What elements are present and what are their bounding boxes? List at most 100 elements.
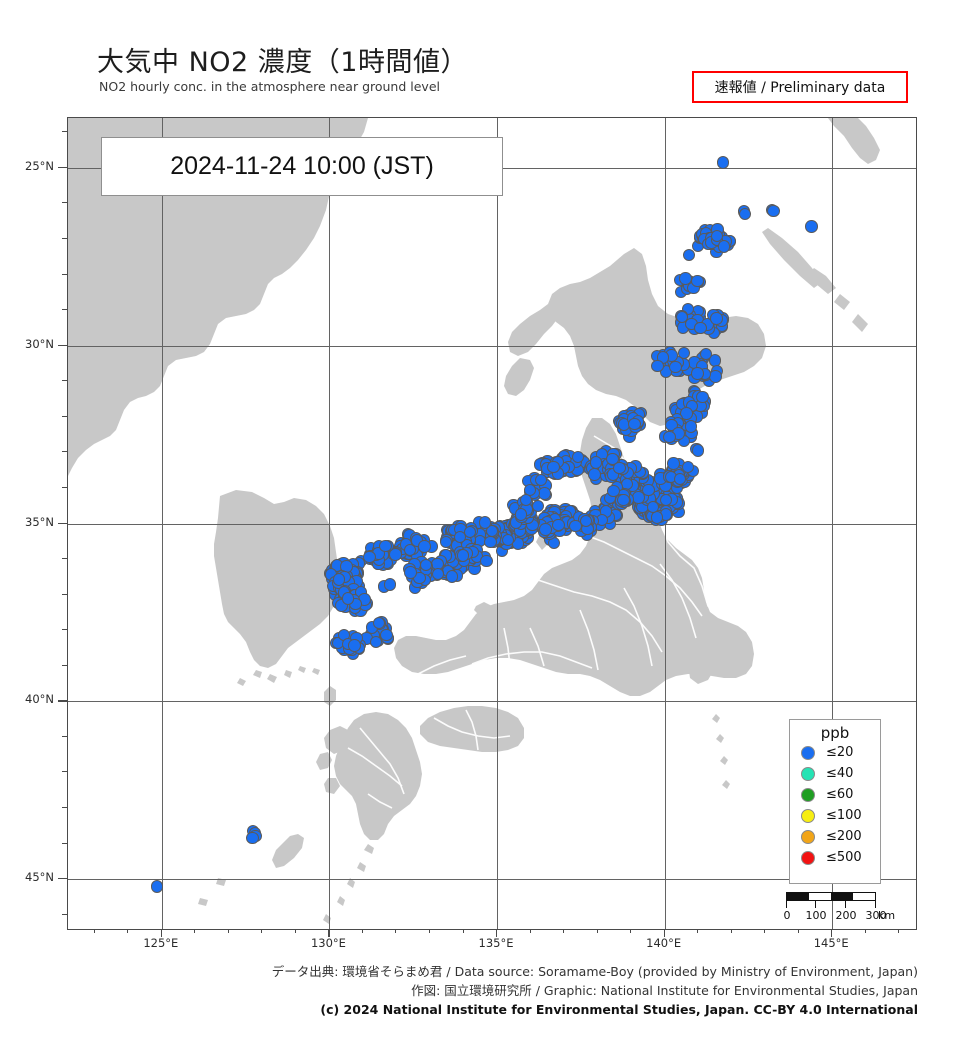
data-point <box>456 549 470 562</box>
sakishima-islands-shape <box>198 878 226 906</box>
honshu-shape <box>394 418 754 696</box>
y-tick-minor <box>62 273 67 275</box>
y-tick-minor <box>62 842 67 844</box>
data-point <box>501 533 514 546</box>
legend-item[interactable]: ≤100 <box>790 805 880 826</box>
y-tick-minor <box>62 913 67 915</box>
data-point <box>552 519 565 532</box>
x-tick-major <box>663 928 665 937</box>
data-point <box>805 220 818 233</box>
scale-label-200: 200 <box>835 909 857 922</box>
scale-label-100: 100 <box>805 909 827 922</box>
data-point <box>718 240 731 253</box>
x-tick-minor <box>428 928 430 933</box>
x-tick-minor <box>261 928 263 933</box>
ryukyu-chain-shape <box>323 844 374 924</box>
y-axis-label: 45°N <box>25 870 54 885</box>
legend-box: ppb ≤20 ≤40 ≤60 ≤100 ≤200 ≤500 <box>789 719 881 884</box>
legend-rows: ≤20 ≤40 ≤60 ≤100 ≤200 ≤500 <box>790 742 880 868</box>
data-point <box>404 566 417 579</box>
korea-islands-shape <box>237 666 320 686</box>
legend-item[interactable]: ≤20 <box>790 742 880 763</box>
scale-bar: 0 100 200 300 km <box>784 892 906 923</box>
y-axis-label: 35°N <box>25 514 54 529</box>
data-point <box>709 370 722 383</box>
x-tick-major <box>831 928 833 937</box>
izu-bonin-islands-shape <box>712 714 730 789</box>
data-point <box>589 456 602 469</box>
x-tick-minor <box>764 928 766 933</box>
y-axis-label: 30°N <box>25 336 54 351</box>
y-tick-major <box>58 700 67 702</box>
y-tick-minor <box>62 593 67 595</box>
asia-mainland-shape <box>68 118 368 476</box>
y-axis-label: 40°N <box>25 692 54 707</box>
data-point <box>588 468 601 481</box>
scale-seg-1 <box>787 893 809 900</box>
data-point <box>632 491 645 504</box>
data-point <box>691 367 704 380</box>
x-tick-minor <box>898 928 900 933</box>
legend-swatch-icon <box>801 808 815 823</box>
data-point <box>445 570 459 583</box>
y-tick-major <box>58 166 67 168</box>
data-point <box>418 540 431 553</box>
x-tick-minor <box>630 928 632 933</box>
timestamp-box: 2024-11-24 10:00 (JST) <box>101 137 503 196</box>
map-geometry <box>68 118 880 924</box>
y-tick-minor <box>62 807 67 809</box>
data-point <box>684 420 698 433</box>
data-point <box>332 573 346 586</box>
x-axis-label: 130°E <box>310 936 346 950</box>
legend-swatch-icon <box>801 829 815 844</box>
data-point <box>439 535 452 549</box>
legend-item[interactable]: ≤40 <box>790 763 880 784</box>
y-tick-minor <box>62 664 67 666</box>
y-tick-minor <box>62 771 67 773</box>
y-tick-minor <box>62 451 67 453</box>
page-subtitle: NO2 hourly conc. in the atmosphere near … <box>99 79 440 94</box>
data-point <box>539 523 552 536</box>
scale-bar-ticks <box>786 901 876 908</box>
y-tick-minor <box>62 735 67 737</box>
x-tick-minor <box>194 928 196 933</box>
boso-peninsula-shape <box>688 648 714 684</box>
data-point <box>767 204 780 218</box>
legend-swatch-icon <box>801 745 815 760</box>
legend-item[interactable]: ≤60 <box>790 784 880 805</box>
data-point <box>150 880 163 893</box>
page-title: 大気中 NO2 濃度（1時間値） <box>97 47 468 78</box>
data-point <box>419 558 432 572</box>
data-point <box>617 493 630 506</box>
data-point <box>710 312 723 325</box>
y-tick-minor <box>62 558 67 560</box>
x-tick-minor <box>529 928 531 933</box>
data-point <box>547 460 560 473</box>
x-tick-minor <box>294 928 296 933</box>
x-tick-minor <box>227 928 229 933</box>
legend-item[interactable]: ≤200 <box>790 826 880 847</box>
scale-seg-2 <box>809 893 831 900</box>
map-plot-area[interactable]: 2024-11-24 10:00 (JST) <box>67 117 917 930</box>
y-tick-minor <box>62 629 67 631</box>
y-tick-minor <box>62 237 67 239</box>
data-point <box>691 274 704 288</box>
legend-swatch-icon <box>801 766 815 781</box>
data-point <box>717 156 730 169</box>
footer-copyright: (c) 2024 National Institute for Environm… <box>320 1002 918 1017</box>
gridline-horizontal <box>68 345 916 347</box>
y-tick-minor <box>62 415 67 417</box>
data-point <box>379 539 392 553</box>
hokkaido-southwest-shape <box>504 304 558 396</box>
sakhalin-shape <box>828 118 880 164</box>
x-tick-minor <box>730 928 732 933</box>
y-tick-minor <box>62 131 67 133</box>
x-tick-minor <box>697 928 699 933</box>
x-tick-minor <box>93 928 95 933</box>
legend-item[interactable]: ≤500 <box>790 847 880 868</box>
x-axis-label: 140°E <box>646 936 682 950</box>
footer-data-source: データ出典: 環境省そらまめ君 / Data source: Soramame-… <box>271 964 918 979</box>
y-tick-minor <box>62 202 67 204</box>
data-point <box>682 248 695 262</box>
data-point <box>348 639 361 652</box>
